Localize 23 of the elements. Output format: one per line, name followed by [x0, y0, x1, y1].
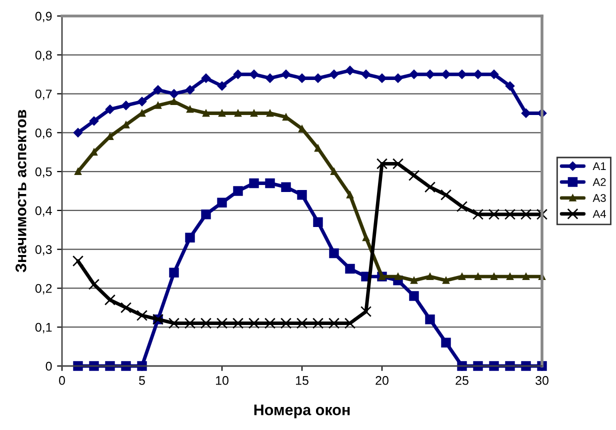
x-tick-label: 30 [536, 376, 548, 385]
x-tick-label: 10 [216, 376, 228, 385]
legend-label: A2 [592, 178, 606, 186]
x-tick-label: 0 [59, 376, 65, 385]
y-tick-label: 0,1 [35, 322, 52, 334]
y-tick-label: 0,3 [35, 245, 52, 256]
y-tick-label: 0,9 [35, 12, 52, 22]
legend-label: A3 [592, 194, 606, 202]
y-tick-label: 0,4 [35, 206, 52, 217]
y-tick-label: 0,8 [35, 50, 52, 62]
y-axis-title: Значимость аспектов [16, 110, 26, 272]
y-tick-label: 0,5 [35, 167, 52, 178]
x-tick-label: 5 [139, 376, 145, 385]
y-tick-label: 0 [46, 362, 52, 371]
y-tick-label: 0,2 [35, 284, 52, 294]
x-tick-label: 25 [456, 376, 468, 385]
x-tick-label: 15 [296, 376, 308, 385]
y-tick-label: 0,6 [35, 128, 52, 139]
legend-label: A1 [592, 162, 606, 170]
legend-label: A4 [592, 210, 606, 218]
x-tick-label: 20 [376, 376, 388, 385]
x-axis-title: Номера окон [254, 404, 350, 418]
y-tick-label: 0,7 [35, 90, 52, 100]
